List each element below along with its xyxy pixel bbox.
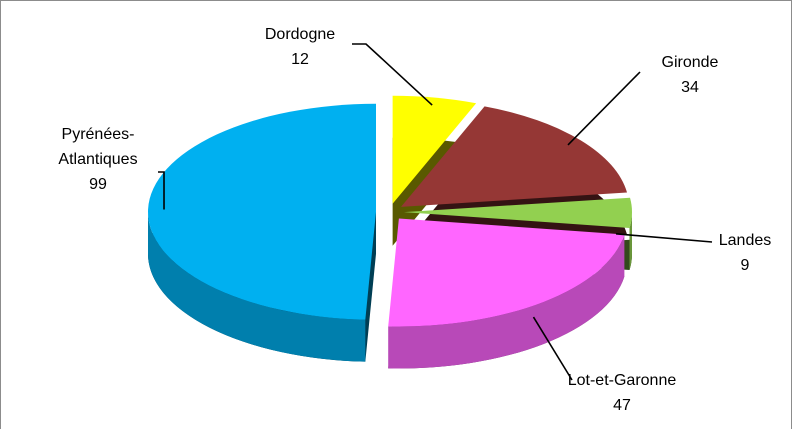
slice — [388, 218, 625, 327]
data-label: Lot-et-Garonne 47 — [552, 368, 692, 418]
label-name: Dordogne — [264, 26, 336, 43]
leader-line — [532, 316, 573, 381]
slice-side — [629, 212, 632, 271]
label-name: Gironde — [661, 54, 719, 71]
slice — [392, 95, 477, 204]
slice-side — [148, 211, 366, 362]
label-value: 99 — [89, 176, 107, 193]
data-label: Dordogne 12 — [240, 22, 360, 72]
leader-line — [567, 71, 641, 146]
slice-side — [388, 234, 625, 369]
label-value: 12 — [291, 51, 309, 68]
label-name: Lot-et-Garonne — [567, 372, 677, 389]
label-value: 47 — [613, 397, 631, 414]
data-label: Pyrénées-Atlantiques 99 — [48, 122, 148, 197]
label-value: 34 — [681, 79, 699, 96]
label-name: Pyrénées-Atlantiques — [58, 126, 138, 168]
data-label: Gironde 34 — [630, 50, 750, 100]
label-value: 9 — [740, 257, 750, 274]
slice — [403, 197, 632, 229]
leader-line — [352, 43, 433, 106]
slice — [148, 103, 377, 320]
data-label: Landes 9 — [715, 228, 775, 278]
slice — [401, 106, 628, 207]
leader-line — [158, 171, 165, 210]
label-name: Landes — [718, 232, 772, 249]
leader-line — [615, 233, 713, 243]
